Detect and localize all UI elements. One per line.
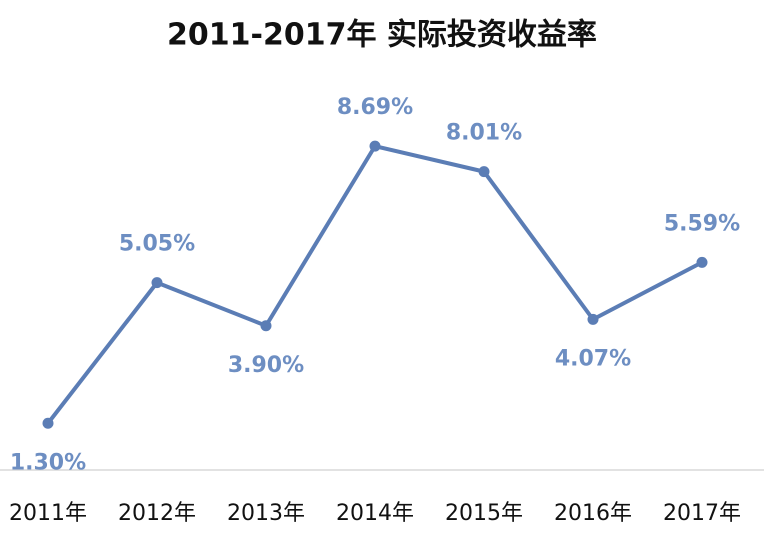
chart-title: 2011-2017年 实际投资收益率: [167, 18, 597, 53]
x-tick-label: 2016年: [554, 501, 632, 526]
data-label: 5.05%: [119, 232, 195, 257]
x-tick-label: 2017年: [663, 501, 741, 526]
x-tick-label: 2015年: [445, 501, 523, 526]
point: [369, 140, 381, 152]
data-label: 4.07%: [555, 346, 631, 371]
data-label: 3.90%: [228, 353, 304, 378]
data-label: 5.59%: [664, 211, 740, 236]
point: [478, 166, 490, 178]
x-tick-label: 2013年: [227, 501, 305, 526]
data-label: 8.01%: [446, 121, 522, 146]
x-tick-label: 2012年: [118, 501, 196, 526]
point: [151, 277, 163, 289]
point: [42, 417, 54, 429]
point: [587, 313, 599, 325]
point: [260, 320, 272, 332]
x-tick-label: 2011年: [9, 501, 87, 526]
data-label: 1.30%: [10, 450, 86, 475]
data-label: 8.69%: [337, 95, 413, 120]
line: [46, 144, 703, 425]
x-tick-label: 2014年: [336, 501, 414, 526]
point: [696, 256, 708, 268]
